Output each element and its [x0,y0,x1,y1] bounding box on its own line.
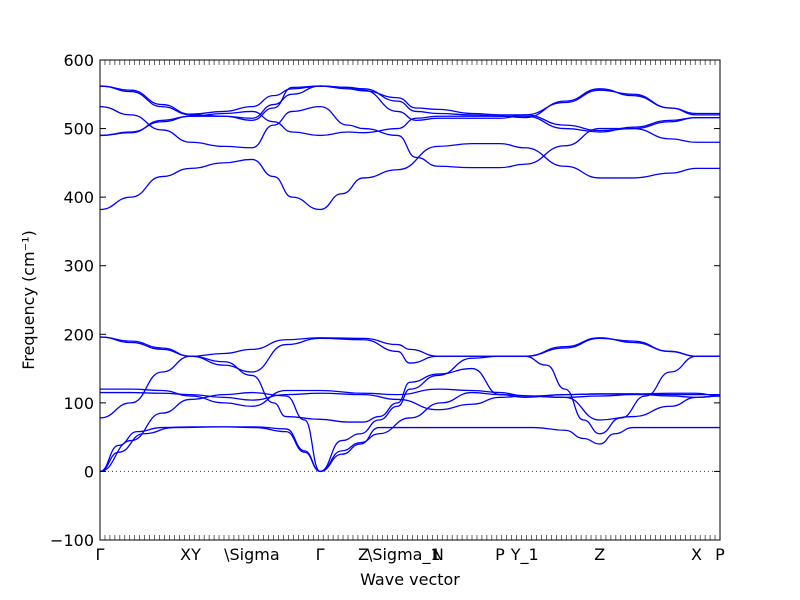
phonon-branch-9 [99,143,720,211]
x-axis-label: Wave vector [360,570,460,589]
phonon-branch-13 [99,85,720,119]
y-axis-label: Frequency (cm⁻¹) [19,230,38,369]
phonon-branch-6 [99,388,720,407]
y-ticks: −100 0 100 200 300 400 500 600 [50,51,720,550]
x-tick-label: \Sigma_1 [367,545,441,565]
phonon-branch-7 [99,336,720,373]
x-tick-label: N [432,545,444,564]
y-tick-label: 500 [63,120,94,139]
y-tick-label: 100 [63,394,94,413]
y-tick-label: 300 [63,257,94,276]
x-tick-label: X [691,545,702,564]
series-layer [99,85,721,473]
x-tick-label: Y_1 [510,545,539,565]
phonon-branch-11 [99,110,720,137]
x-tick-label: P [715,545,725,564]
phonon-branch-8 [99,336,720,357]
x-tick-label: Γ [316,545,325,564]
phonon-branch-2 [99,426,720,473]
x-tick-label: Γ [96,545,105,564]
phonon-branch-3 [99,355,720,473]
y-tick-label: 0 [84,462,94,481]
x-tick-label: \Sigma [224,545,280,564]
x-tick-label: XY [180,545,201,564]
x-ticks: Γ XY \Sigma Γ Z\Sigma_1N P Y_1 Z X P [96,545,726,565]
phonon-branch-5 [99,391,721,421]
minor-ticks [99,60,721,540]
y-tick-label: 200 [63,325,94,344]
plot-frame [99,59,721,541]
phonon-branch-14 [99,85,720,132]
y-tick-label: 400 [63,188,94,207]
phonon-branch-10 [99,105,720,169]
plot-background [100,60,720,540]
y-tick-label: −100 [50,531,94,550]
y-tick-label: 600 [63,51,94,70]
x-tick-label: Z [358,545,369,564]
x-tick-label: P [495,545,505,564]
x-tick-label: Z [594,545,605,564]
phonon-branch-4 [99,355,721,423]
